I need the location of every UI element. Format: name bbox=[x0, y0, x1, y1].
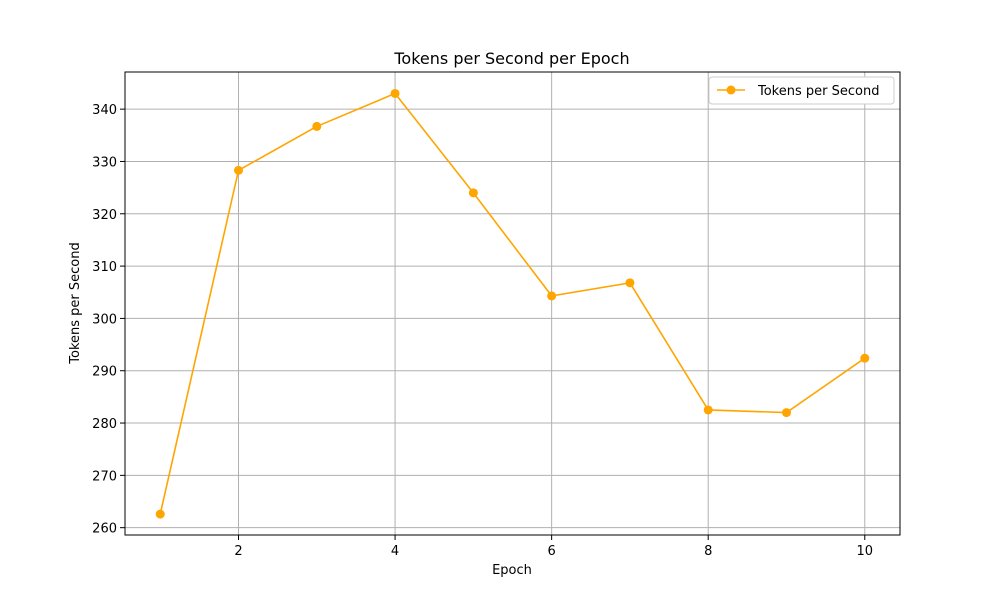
legend-marker bbox=[726, 85, 736, 95]
data-point bbox=[781, 408, 791, 418]
y-tick-label: 300 bbox=[92, 312, 117, 327]
x-tick-label: 6 bbox=[548, 544, 556, 559]
data-point bbox=[703, 405, 713, 415]
y-tick-label: 290 bbox=[92, 365, 117, 380]
data-point bbox=[625, 278, 635, 288]
data-point bbox=[390, 88, 400, 98]
x-tick-label: 8 bbox=[704, 544, 712, 559]
chart-title: Tokens per Second per Epoch bbox=[393, 49, 629, 68]
x-tick-label: 2 bbox=[234, 544, 242, 559]
y-tick-label: 310 bbox=[92, 260, 117, 275]
data-point bbox=[155, 509, 165, 519]
y-tick-label: 340 bbox=[92, 103, 117, 118]
data-point bbox=[547, 291, 557, 301]
x-tick-label: 4 bbox=[391, 544, 399, 559]
y-tick-label: 270 bbox=[92, 469, 117, 484]
x-tick-label: 10 bbox=[856, 544, 873, 559]
y-axis-label: Tokens per Second bbox=[68, 242, 83, 364]
plot-frame bbox=[124, 71, 901, 536]
data-point bbox=[860, 353, 870, 363]
data-point bbox=[468, 188, 478, 198]
legend: Tokens per Second bbox=[708, 76, 895, 105]
y-tick-label: 320 bbox=[92, 208, 117, 223]
x-axis-label: Epoch bbox=[492, 563, 532, 578]
legend-label: Tokens per Second bbox=[757, 84, 879, 99]
y-tick-label: 330 bbox=[92, 155, 117, 170]
series-group bbox=[155, 88, 870, 519]
legend-box bbox=[708, 76, 895, 105]
series-line bbox=[159, 92, 866, 515]
axis-ticks: 2 4 6 8 10 260 270 280 290 300 310 320 330 340 bbox=[92, 103, 873, 559]
y-tick-label: 260 bbox=[92, 522, 117, 537]
data-point bbox=[312, 121, 322, 131]
data-point bbox=[234, 165, 244, 175]
grid-lines bbox=[125, 72, 900, 535]
y-tick-label: 280 bbox=[92, 417, 117, 432]
